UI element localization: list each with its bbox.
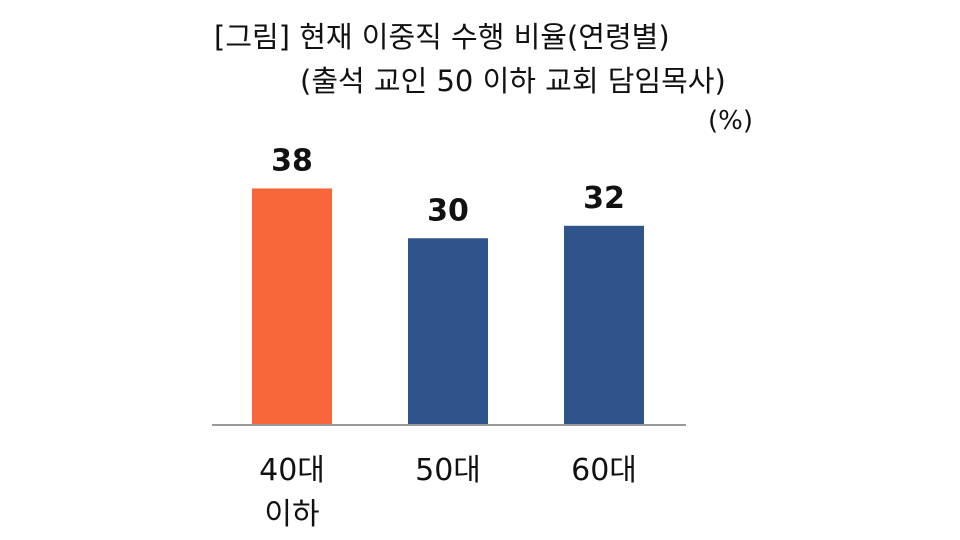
bar-1 (408, 238, 488, 425)
chart-title: [그림] 현재 이중직 수행 비율(연령별) (214, 20, 670, 54)
value-label-1: 30 (427, 193, 469, 228)
bar-0 (252, 188, 332, 425)
category-label-1-0: 50대 (415, 453, 481, 488)
value-label-2: 32 (583, 181, 625, 216)
value-label-0: 38 (271, 143, 313, 178)
category-label-2-0: 60대 (571, 453, 637, 488)
category-label-0-0: 40대 (259, 453, 325, 488)
unit-label: (%) (708, 106, 753, 136)
category-label-0-1: 이하 (264, 497, 319, 532)
bar-2 (564, 225, 644, 425)
chart-subtitle: (출석 교인 50 이하 교회 담임목사) (300, 64, 726, 98)
